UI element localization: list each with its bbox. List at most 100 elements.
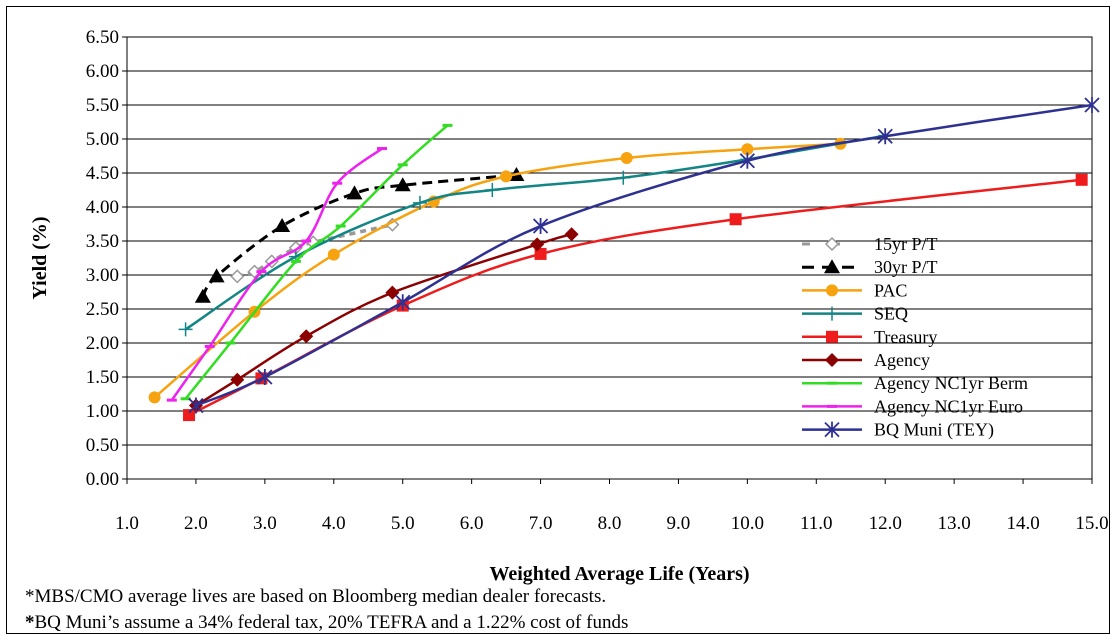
- legend-marker-30yr-p-t: [824, 259, 840, 274]
- y-tick-label: 0.50: [86, 435, 119, 456]
- y-tick-label: 3.00: [86, 265, 119, 286]
- data-point-seq: [616, 170, 631, 185]
- data-point-bq-muni-tey: [877, 128, 893, 145]
- y-tick-label: 3.50: [86, 231, 119, 252]
- x-axis-title: Weighted Average Life (Years): [489, 563, 749, 585]
- data-point-treasury: [183, 409, 196, 422]
- y-tick-label: 1.50: [86, 367, 119, 388]
- legend-entry-pac: PAC: [802, 280, 907, 300]
- x-tick-label: 14.0: [1006, 513, 1039, 534]
- legend-label-15yr-p-t: 15yr P/T: [874, 234, 938, 254]
- data-point-bq-muni-tey: [532, 218, 549, 235]
- x-tick-label: 1.0: [115, 513, 139, 534]
- data-point-seq: [485, 183, 500, 197]
- data-point-agency: [299, 329, 314, 344]
- x-tick-label: 9.0: [667, 513, 691, 534]
- legend-marker-treasury: [826, 330, 838, 343]
- legend-entry-agency-nc1yr-euro: Agency NC1yr Euro: [802, 396, 1023, 416]
- legend-label-agency-nc1yr-berm: Agency NC1yr Berm: [874, 373, 1028, 393]
- data-point-agency: [230, 372, 245, 387]
- data-point-30yr-p-t: [208, 268, 225, 283]
- y-tick-label: 0.00: [86, 469, 119, 490]
- y-tick-label: 6.00: [86, 61, 119, 82]
- legend-marker-seq: [825, 306, 839, 321]
- series-30yr-p-t: [194, 167, 525, 303]
- data-point-pac: [327, 248, 340, 261]
- y-axis-title: Yield (%): [29, 216, 51, 299]
- data-point-bq-muni-tey: [739, 152, 755, 169]
- x-tick-label: 8.0: [598, 513, 622, 534]
- x-tick-label: 12.0: [869, 513, 902, 534]
- data-point-pac: [148, 391, 161, 404]
- chart-frame: [6, 6, 1110, 634]
- y-tick-label: 2.00: [86, 333, 119, 354]
- series-line-agency-nc1yr-euro: [170, 147, 383, 401]
- x-tick-label: 6.0: [460, 513, 484, 534]
- data-point-30yr-p-t: [394, 177, 411, 192]
- legend-entry-agency: Agency: [802, 350, 930, 370]
- legend-label-treasury: Treasury: [874, 327, 937, 347]
- x-tick-label: 7.0: [529, 513, 553, 534]
- legend: 15yr P/T 30yr P/T PAC SEQ Treasury Agency Agen…: [802, 234, 1028, 441]
- data-point-bq-muni-tey: [395, 294, 411, 311]
- series-seq: [178, 128, 893, 337]
- data-point-30yr-p-t: [194, 288, 211, 303]
- data-point-pac: [500, 170, 513, 183]
- data-point-30yr-p-t: [274, 218, 291, 233]
- footnote-muni: *BQ Muni’s assume a 34% federal tax, 20%…: [25, 612, 628, 634]
- data-point-agency: [564, 227, 579, 242]
- data-point-bq-muni-tey: [257, 369, 273, 385]
- x-tick-label: 13.0: [938, 513, 971, 534]
- x-tick-label: 10.0: [731, 513, 764, 534]
- y-tick-label: 1.00: [86, 401, 119, 422]
- footnote-muni-asterisk: *: [25, 612, 35, 633]
- legend-label-agency-nc1yr-euro: Agency NC1yr Euro: [874, 396, 1023, 416]
- series-line-seq: [184, 134, 886, 331]
- legend-label-30yr-p-t: 30yr P/T: [874, 257, 938, 277]
- data-point-agency: [530, 237, 545, 252]
- x-tick-label: 4.0: [322, 513, 346, 534]
- data-point-bq-muni-tey: [1084, 97, 1100, 113]
- legend-entry-agency-nc1yr-berm: Agency NC1yr Berm: [802, 373, 1028, 393]
- x-tick-label: 2.0: [184, 513, 208, 534]
- footnote-muni-text: BQ Muni’s assume a 34% federal tax, 20% …: [34, 612, 629, 633]
- data-point-treasury: [534, 247, 547, 260]
- y-tick-label: 5.50: [86, 95, 119, 116]
- data-point-15yr-p-t: [230, 269, 245, 284]
- series-agency-nc1yr-berm: [180, 123, 453, 401]
- legend-marker-agency: [825, 353, 839, 367]
- legend-label-pac: PAC: [874, 280, 907, 300]
- legend-entry-bq-muni-tey: BQ Muni (TEY): [802, 420, 994, 441]
- data-point-seq: [412, 195, 427, 210]
- y-tick-label: 5.00: [86, 129, 119, 150]
- x-tick-label: 11.0: [800, 513, 833, 534]
- y-tick-label: 4.00: [86, 197, 119, 218]
- series-agency-nc1yr-euro: [166, 147, 388, 402]
- legend-label-seq: SEQ: [874, 304, 908, 324]
- x-tick-label: 5.0: [391, 513, 415, 534]
- legend-marker-15yr-p-t: [824, 236, 840, 252]
- legend-label-agency: Agency: [874, 350, 930, 370]
- legend-label-bq-muni-tey: BQ Muni (TEY): [874, 420, 994, 441]
- footnote-mbs: *MBS/CMO average lives are based on Bloo…: [25, 586, 607, 607]
- data-point-30yr-p-t: [346, 185, 363, 200]
- data-point-bq-muni-tey: [188, 397, 204, 414]
- data-point-treasury: [729, 213, 742, 226]
- plot-area: [126, 36, 1093, 480]
- series-line-bq-muni-tey: [195, 103, 1093, 407]
- legend-entry-seq: SEQ: [802, 304, 908, 324]
- data-point-treasury: [1075, 173, 1088, 186]
- legend-entry-30yr-p-t: 30yr P/T: [802, 257, 938, 277]
- data-point-pac: [620, 152, 633, 165]
- legend-marker-pac: [826, 284, 838, 297]
- y-tick-label: 2.50: [86, 299, 119, 320]
- data-point-seq: [178, 322, 193, 337]
- x-tick-label: 15.0: [1075, 513, 1108, 534]
- legend-marker-bq-muni-tey: [824, 421, 840, 438]
- y-tick-label: 4.50: [86, 163, 119, 184]
- legend-entry-treasury: Treasury: [802, 327, 937, 347]
- series-line-agency-nc1yr-berm: [184, 124, 449, 400]
- x-tick-label: 3.0: [253, 513, 277, 534]
- series-bq-muni-tey: [188, 97, 1100, 414]
